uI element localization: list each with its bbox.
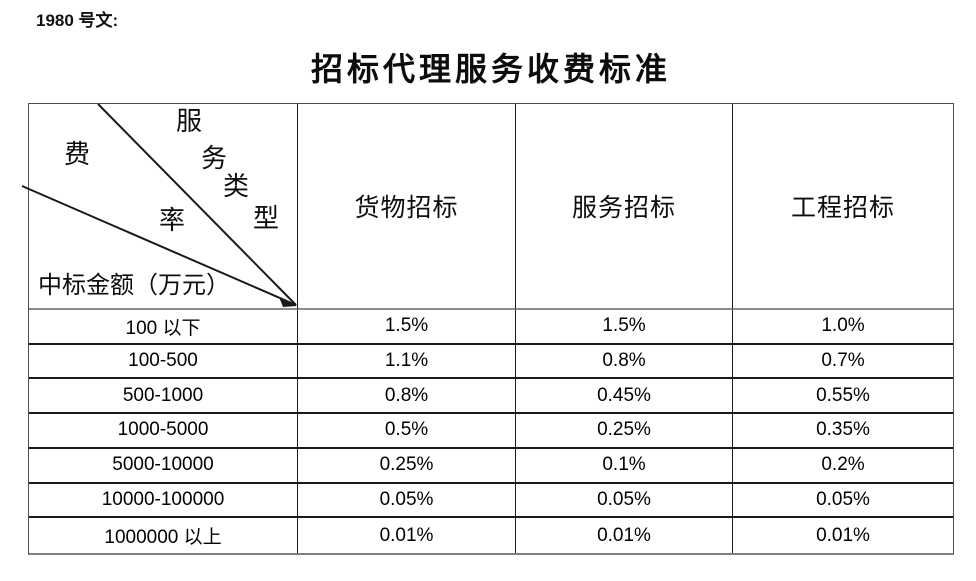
rate-cell: 0.8%	[298, 379, 516, 415]
rate-cell: 0.35%	[733, 414, 953, 449]
doc-ref-label: 1980 号文:	[36, 11, 119, 30]
row-label-cell: 100 以下	[29, 310, 298, 345]
corner-label-fee-char: 费	[64, 140, 91, 169]
rate-cell: 0.05%	[298, 483, 516, 519]
table-row: 1000000 以上 0.01% 0.01% 0.01%	[29, 518, 953, 553]
table-row: 5000-10000 0.25% 0.1% 0.2%	[29, 448, 953, 484]
rate-cell: 0.05%	[733, 484, 953, 519]
rate-cell: 0.2%	[733, 449, 953, 484]
rate-cell: 0.5%	[298, 414, 516, 449]
rate-cell: 0.25%	[516, 414, 733, 449]
table-row: 100-500 1.1% 0.8% 0.7%	[29, 344, 953, 380]
row-label-cell: 1000-5000	[29, 414, 298, 449]
page-title: 招标代理服务收费标准	[310, 51, 671, 87]
rate-cell: 0.55%	[733, 379, 953, 415]
table-row: 500-1000 0.8% 0.45% 0.55%	[29, 379, 953, 415]
row-label-cell: 10000-100000	[29, 483, 298, 519]
rate-cell: 0.01%	[516, 518, 733, 553]
rate-cell: 0.8%	[516, 344, 733, 380]
rate-cell: 0.7%	[733, 345, 953, 380]
corner-header-cell: 费 率 服 务 类 型 中标金额（万元）	[21, 103, 298, 310]
row-label-cell: 5000-10000	[29, 448, 298, 484]
row-label-cell: 500-1000	[29, 379, 298, 415]
rate-cell: 0.01%	[816, 524, 870, 546]
rate-cell: 0.05%	[516, 483, 733, 519]
corner-label-service-char-1: 服	[176, 107, 203, 136]
table-row: 1000-5000 0.5% 0.25% 0.35%	[29, 414, 953, 449]
row-label-cell: 1000000 以上	[29, 518, 298, 553]
table-row: 100 以下 1.5% 1.5% 1.0%	[29, 310, 953, 345]
column-header-works: 工程招标	[733, 104, 953, 310]
table-row: 10000-100000 0.05% 0.05% 0.05%	[29, 483, 953, 519]
rate-cell: 0.1%	[516, 448, 733, 484]
fee-table-container: 费 率 服 务 类 型 中标金额（万元） 货物招标 服务招标 工程招标 100 …	[21, 103, 954, 555]
rate-cell: 1.0%	[733, 310, 953, 345]
rate-cell: 0.45%	[516, 379, 733, 415]
rate-cell: 1.5%	[516, 310, 733, 345]
corner-label-service-char-2: 务	[201, 144, 228, 173]
rate-cell: 0.25%	[298, 448, 516, 484]
corner-label-rate-char: 率	[159, 206, 186, 235]
column-header-services: 服务招标	[516, 104, 733, 310]
corner-label-service-char-4: 型	[253, 204, 280, 233]
corner-label-amount: 中标金额（万元）	[38, 273, 230, 299]
row-label-cell: 100-500	[29, 344, 298, 380]
rate-cell: 0.01%	[298, 518, 516, 553]
column-header-goods: 货物招标	[298, 104, 516, 310]
rate-cell: 1.1%	[298, 344, 516, 380]
corner-label-service-char-3: 类	[223, 172, 250, 201]
header-row: 费 率 服 务 类 型 中标金额（万元） 货物招标 服务招标 工程招标	[21, 103, 953, 310]
diagonal-divider-lines	[21, 103, 297, 307]
rate-cell: 1.5%	[298, 310, 516, 345]
fee-table: 费 率 服 务 类 型 中标金额（万元） 货物招标 服务招标 工程招标 100 …	[21, 103, 953, 553]
